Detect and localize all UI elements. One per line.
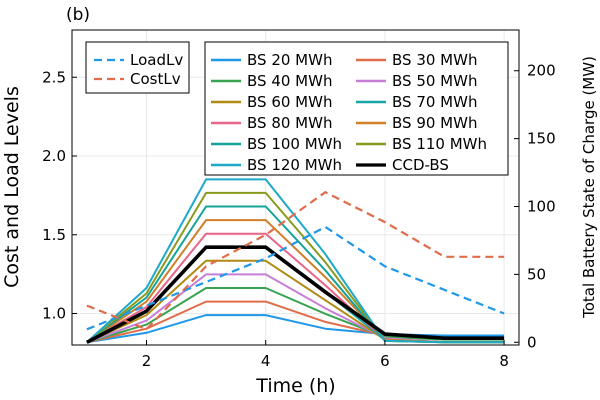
plot-frame	[71, 29, 520, 346]
y-axis-label: Cost and Load Levels	[1, 86, 23, 288]
series-bs-120-mwh	[86, 178, 505, 344]
legend-label-bs-60-mwh: BS 60 MWh	[247, 93, 332, 111]
y-tick-label: 2.5	[42, 68, 66, 86]
legend-label-bs-110-mwh: BS 110 MWh	[392, 135, 487, 153]
legend-label-bs-120-mwh: BS 120 MWh	[247, 156, 342, 174]
legend-label-bs-30-mwh: BS 30 MWh	[392, 51, 477, 69]
series-loadlv	[86, 225, 505, 331]
legend-label-bs-50-mwh: BS 50 MWh	[392, 72, 477, 90]
y-tick-label: 1.5	[42, 226, 66, 244]
x-tick-label: 6	[380, 352, 390, 370]
legend-label-bs-70-mwh: BS 70 MWh	[392, 93, 477, 111]
y-tick-label: 1.0	[42, 305, 66, 323]
x-tick-label: 4	[261, 352, 271, 370]
y2-tick-label: 150	[527, 130, 556, 148]
series-ccd-bs	[86, 245, 505, 344]
y2-tick-label: 200	[527, 62, 556, 80]
legend-right: BS 20 MWh BS 40 MWh BS 60 MWh BS 80 MWh BS 1…	[204, 41, 509, 176]
legend-label-costlv: CostLv	[130, 70, 181, 88]
x-axis-label: Time (h)	[255, 375, 335, 397]
legend-label-bs-40-mwh: BS 40 MWh	[247, 72, 332, 90]
y2-axis-label: Total Battery State of Charge (MW)	[580, 56, 598, 319]
y-tick-label: 2.0	[42, 147, 66, 165]
legend-label-bs-80-mwh: BS 80 MWh	[247, 114, 332, 132]
legend-label-bs-100-mwh: BS 100 MWh	[247, 135, 342, 153]
y2-tick-label: 0	[527, 333, 537, 351]
series-costlv	[86, 190, 505, 331]
x-tick-label: 2	[142, 352, 152, 370]
y2-tick-label: 50	[527, 265, 546, 283]
legend-label-loadlv: LoadLv	[130, 51, 183, 69]
series-bs-20-mwh	[86, 314, 505, 344]
legend-label-ccd-bs: CCD-BS	[392, 156, 449, 174]
series-layer	[86, 178, 505, 344]
tick-labels: 2 4 6 8 1.0 1.5 2.0 2.5 0 50 100 150 200	[42, 62, 556, 370]
y2-tick-label: 100	[527, 198, 556, 216]
legend-label-bs-20-mwh: BS 20 MWh	[247, 51, 332, 69]
legend-label-bs-90-mwh: BS 90 MWh	[392, 114, 477, 132]
x-tick-label: 8	[499, 352, 509, 370]
panel-label: (b)	[66, 5, 90, 25]
